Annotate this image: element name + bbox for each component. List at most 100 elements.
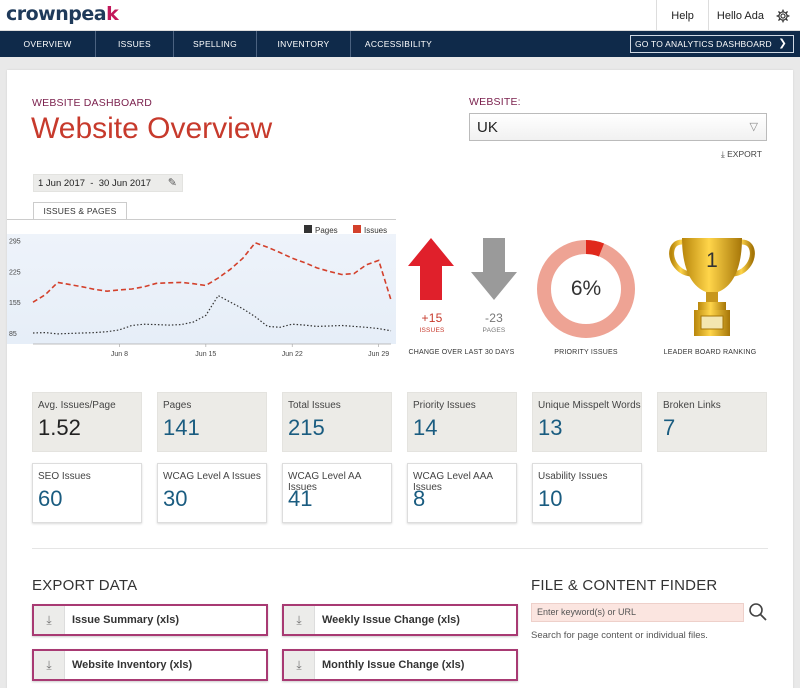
finder-help-text: Search for page content or individual fi… bbox=[531, 630, 708, 641]
tile-value: 14 bbox=[413, 415, 438, 440]
change-arrows bbox=[408, 238, 517, 300]
tile-value: 30 bbox=[163, 486, 188, 511]
chart-plot-bg bbox=[7, 234, 396, 344]
priority-percent: 6% bbox=[570, 277, 602, 300]
tile-wcag-aaa-issues[interactable]: WCAG Level AAA Issues 8 bbox=[407, 463, 517, 523]
tile-label: Pages bbox=[163, 400, 192, 411]
search-icon[interactable] bbox=[748, 602, 768, 622]
download-icon: ⤓ bbox=[284, 606, 315, 634]
website-selected-value: UK bbox=[477, 119, 498, 136]
x-tick-label-3: Jun 29 bbox=[368, 351, 389, 358]
issues-pages-chart: 85 155 225 295 Jun 8 Jun 15 Jun 22 Jun 29 Pages… bbox=[7, 225, 396, 358]
series-line-pages bbox=[32, 294, 392, 335]
series-line-issues bbox=[32, 241, 392, 303]
export-website-inventory-button[interactable]: ⤓ Website Inventory (xls) bbox=[32, 649, 268, 681]
export-data-title: EXPORT DATA bbox=[32, 577, 138, 594]
tile-value: 1.52 bbox=[38, 415, 81, 440]
tile-pages[interactable]: Pages 141 bbox=[157, 392, 267, 452]
issues-delta-label: ISSUES bbox=[419, 327, 445, 334]
analytics-dashboard-label: GO TO ANALYTICS DASHBOARD bbox=[635, 39, 772, 49]
website-label: WEBSITE: bbox=[469, 96, 521, 108]
page-title: Website Overview bbox=[31, 112, 273, 145]
chevron-down-icon: ▽ bbox=[749, 121, 758, 133]
tile-seo-issues[interactable]: SEO Issues 60 bbox=[32, 463, 142, 523]
settings-button[interactable] bbox=[770, 0, 800, 31]
tile-value: 10 bbox=[538, 486, 563, 511]
y-tick-label-2: 225 bbox=[9, 269, 21, 276]
tile-usability-issues[interactable]: Usability Issues 10 bbox=[532, 463, 642, 523]
arrow-up-icon bbox=[408, 238, 454, 300]
tile-label: Unique Misspelt Words bbox=[538, 400, 641, 411]
pages-delta: -23 bbox=[485, 311, 503, 325]
x-tick-label-2: Jun 22 bbox=[282, 351, 303, 358]
export-issue-summary-button[interactable]: ⤓ Issue Summary (xls) bbox=[32, 604, 268, 636]
top-bar: crownpeak Help Hello Ada bbox=[0, 0, 800, 31]
x-tick-label-0: Jun 8 bbox=[111, 351, 128, 358]
date-range-picker[interactable]: 1 Jun 2017 - 30 Jun 2017 ✎ bbox=[33, 174, 183, 192]
nav-inventory[interactable]: INVENTORY bbox=[257, 31, 351, 57]
y-tick-label-1: 155 bbox=[9, 300, 21, 307]
finder-title: FILE & CONTENT FINDER bbox=[531, 577, 718, 594]
top-right-menu: Help Hello Ada bbox=[656, 0, 800, 31]
tile-value: 13 bbox=[538, 415, 563, 440]
section-divider bbox=[32, 548, 768, 549]
date-start: 1 Jun 2017 bbox=[38, 178, 86, 189]
nav-overview[interactable]: OVERVIEW bbox=[0, 31, 96, 57]
priority-donut bbox=[537, 240, 635, 338]
export-button-label: Weekly Issue Change (xls) bbox=[322, 614, 460, 626]
export-button-label: Website Inventory (xls) bbox=[72, 659, 193, 671]
analytics-dashboard-button[interactable]: GO TO ANALYTICS DASHBOARD ❯ bbox=[630, 35, 794, 53]
logo-text: crownpea bbox=[6, 3, 107, 25]
finder-search-input[interactable]: Enter keyword(s) or URL bbox=[531, 603, 744, 622]
donut-slice-priority bbox=[585, 240, 605, 257]
crownpeak-logo[interactable]: crownpeak bbox=[6, 3, 119, 25]
tile-priority-issues[interactable]: Priority Issues 14 bbox=[407, 392, 517, 452]
date-end: 30 Jun 2017 bbox=[98, 178, 152, 189]
export-link[interactable]: ⤓ EXPORT bbox=[721, 149, 762, 160]
tile-wcag-a-issues[interactable]: WCAG Level A Issues 30 bbox=[157, 463, 267, 523]
leaderboard-rank: 1 bbox=[706, 249, 718, 272]
download-icon: ⤓ bbox=[721, 149, 725, 159]
legend-swatch-pages bbox=[304, 225, 312, 233]
tile-label: Broken Links bbox=[663, 400, 721, 411]
chart-frame bbox=[7, 219, 396, 359]
help-link[interactable]: Help bbox=[656, 0, 708, 31]
nav-spelling[interactable]: SPELLING bbox=[174, 31, 257, 57]
tile-avg-issues-per-page[interactable]: Avg. Issues/Page 1.52 bbox=[32, 392, 142, 452]
pages-delta-label: PAGES bbox=[482, 327, 506, 334]
logo-accent: k bbox=[106, 3, 119, 25]
tile-label: WCAG Level AA Issues bbox=[288, 471, 361, 493]
tile-label: Total Issues bbox=[288, 400, 341, 411]
x-tick-label-1: Jun 15 bbox=[195, 351, 216, 358]
tile-wcag-aa-issues[interactable]: WCAG Level AA Issues 41 bbox=[282, 463, 392, 523]
export-button-label: Issue Summary (xls) bbox=[72, 614, 179, 626]
export-weekly-issue-change-button[interactable]: ⤓ Weekly Issue Change (xls) bbox=[282, 604, 518, 636]
tile-value: 60 bbox=[38, 486, 63, 511]
tile-value: 215 bbox=[288, 415, 325, 440]
main-nav: OVERVIEW ISSUES SPELLING INVENTORY ACCES… bbox=[0, 31, 800, 57]
nav-accessibility[interactable]: ACCESSIBILITY bbox=[364, 39, 433, 49]
chevron-right-icon: ❯ bbox=[778, 38, 787, 49]
website-select[interactable]: UK ▽ bbox=[469, 113, 767, 141]
y-tick-label-3: 295 bbox=[9, 239, 21, 246]
dashboard-card bbox=[7, 70, 793, 688]
export-label: EXPORT bbox=[727, 149, 762, 159]
page-eyebrow: WEBSITE DASHBOARD bbox=[32, 97, 153, 109]
nav-issues[interactable]: ISSUES bbox=[96, 31, 174, 57]
tab-issues-pages[interactable]: ISSUES & PAGES bbox=[33, 202, 127, 220]
user-greeting[interactable]: Hello Ada bbox=[707, 0, 770, 31]
export-monthly-issue-change-button[interactable]: ⤓ Monthly Issue Change (xls) bbox=[282, 649, 518, 681]
tile-total-issues[interactable]: Total Issues 215 bbox=[282, 392, 392, 452]
arrow-down-icon bbox=[471, 238, 517, 300]
tile-broken-links[interactable]: Broken Links 7 bbox=[657, 392, 767, 452]
leaderboard-caption: LEADER BOARD RANKING bbox=[663, 349, 757, 356]
tile-label: Avg. Issues/Page bbox=[38, 400, 116, 411]
tile-label: WCAG Level A Issues bbox=[163, 471, 261, 482]
tile-unique-misspelt-words[interactable]: Unique Misspelt Words 13 bbox=[532, 392, 642, 452]
chart-legend: Pages Issues bbox=[304, 225, 387, 235]
export-button-label: Monthly Issue Change (xls) bbox=[322, 659, 465, 671]
tile-value: 8 bbox=[413, 486, 426, 511]
legend-swatch-issues bbox=[353, 225, 361, 233]
tile-label: WCAG Level AAA Issues bbox=[413, 471, 493, 493]
edit-icon[interactable]: ✎ bbox=[167, 177, 177, 189]
